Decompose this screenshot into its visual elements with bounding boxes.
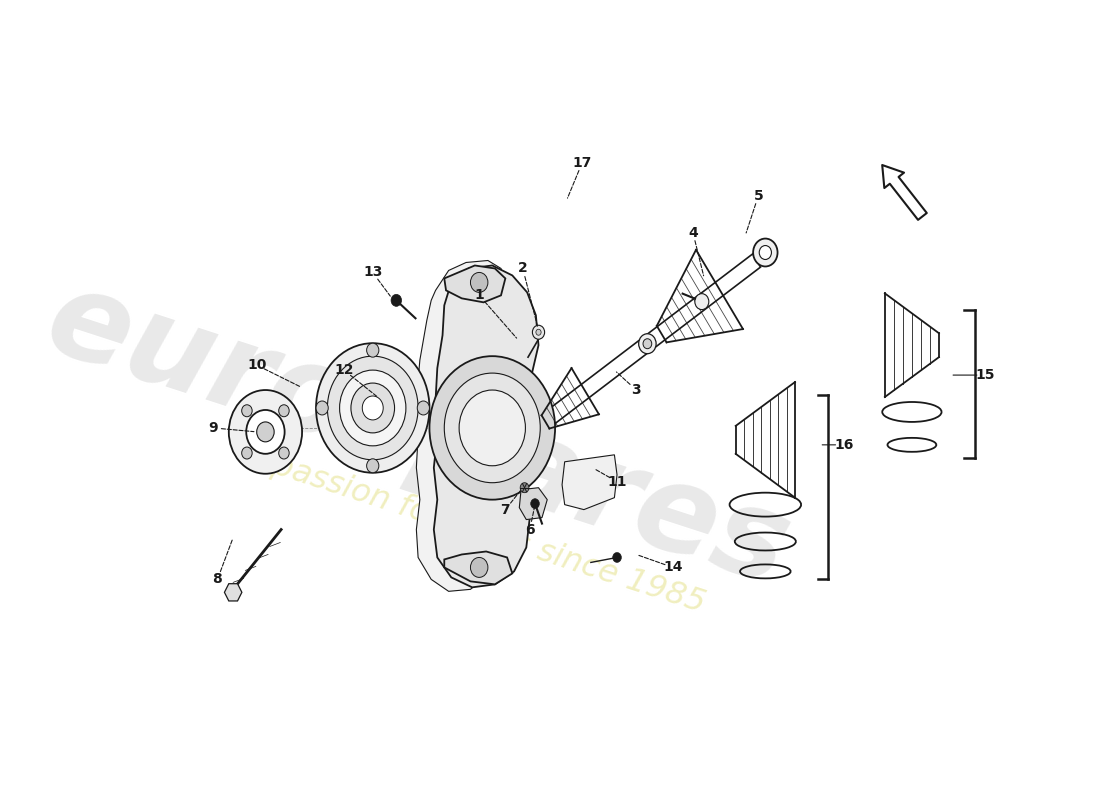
Circle shape	[278, 405, 289, 417]
Text: 4: 4	[689, 226, 697, 239]
Circle shape	[532, 326, 544, 339]
Circle shape	[366, 343, 378, 357]
Text: 14: 14	[663, 561, 683, 574]
Text: 17: 17	[572, 156, 592, 170]
Circle shape	[351, 383, 395, 433]
Circle shape	[444, 373, 540, 482]
Text: 13: 13	[363, 266, 383, 279]
Polygon shape	[444, 266, 505, 302]
Text: 16: 16	[834, 438, 854, 452]
Circle shape	[471, 558, 488, 578]
Circle shape	[417, 401, 429, 415]
Text: 3: 3	[631, 383, 641, 397]
Text: 7: 7	[500, 502, 510, 517]
Text: 5: 5	[754, 189, 763, 202]
Circle shape	[613, 553, 621, 562]
Circle shape	[471, 273, 488, 292]
Text: 1: 1	[474, 288, 484, 302]
Circle shape	[639, 334, 656, 354]
Circle shape	[316, 343, 429, 473]
Circle shape	[340, 370, 406, 446]
Circle shape	[536, 330, 541, 335]
Polygon shape	[543, 254, 760, 426]
Circle shape	[366, 458, 378, 473]
Circle shape	[242, 447, 252, 459]
Polygon shape	[444, 551, 513, 584]
Circle shape	[278, 447, 289, 459]
Polygon shape	[562, 455, 617, 510]
Text: 11: 11	[607, 474, 627, 489]
Text: 10: 10	[248, 358, 266, 372]
Text: 2: 2	[518, 262, 528, 275]
Text: 12: 12	[334, 363, 354, 377]
Text: 15: 15	[976, 368, 994, 382]
Circle shape	[316, 401, 328, 415]
Circle shape	[328, 356, 418, 460]
Polygon shape	[519, 488, 547, 519]
Circle shape	[392, 294, 402, 306]
Circle shape	[520, 482, 529, 493]
Text: 6: 6	[525, 522, 535, 537]
Polygon shape	[417, 261, 505, 591]
Circle shape	[256, 422, 274, 442]
Polygon shape	[433, 266, 539, 587]
Text: 8: 8	[212, 572, 222, 586]
Circle shape	[530, 498, 539, 509]
Circle shape	[459, 390, 526, 466]
Circle shape	[242, 405, 252, 417]
Circle shape	[429, 356, 556, 500]
Polygon shape	[224, 584, 242, 601]
Circle shape	[644, 338, 651, 349]
Text: 9: 9	[208, 421, 218, 435]
Circle shape	[759, 246, 771, 259]
Circle shape	[754, 238, 778, 266]
Circle shape	[229, 390, 302, 474]
Circle shape	[362, 396, 383, 420]
Text: a passion for parts since 1985: a passion for parts since 1985	[240, 440, 710, 619]
Circle shape	[246, 410, 285, 454]
Circle shape	[695, 294, 708, 310]
Text: eurospares: eurospares	[33, 260, 804, 610]
